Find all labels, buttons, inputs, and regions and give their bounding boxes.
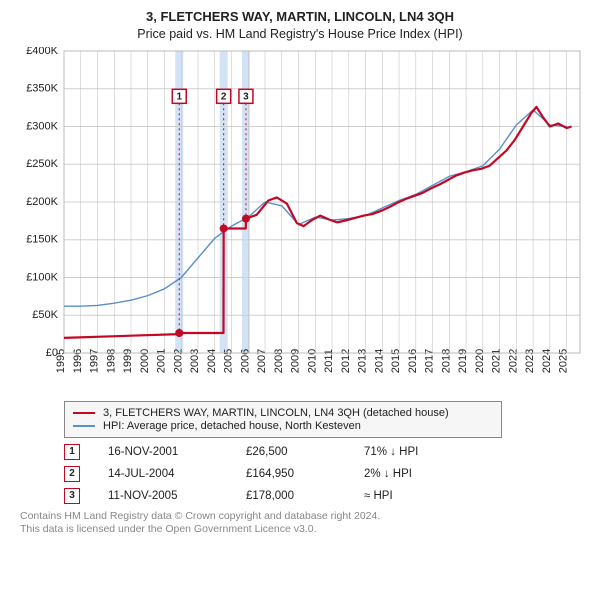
x-tick-label: 1995 [55,348,67,372]
sale-vs-hpi: 71% ↓ HPI [364,446,418,458]
y-tick-label: £350K [26,82,58,94]
x-tick-label: 2023 [524,348,536,372]
sale-dot [175,329,183,337]
legend-label: HPI: Average price, detached house, Nort… [103,420,361,432]
series-price_paid [64,106,572,337]
sale-dot [220,224,228,232]
x-tick-label: 2000 [139,348,151,372]
x-tick-label: 2010 [306,348,318,372]
x-tick-label: 2003 [189,348,201,372]
x-tick-label: 2017 [424,348,436,372]
x-tick-label: 2016 [407,348,419,372]
attribution: Contains HM Land Registry data © Crown c… [20,510,590,537]
y-tick-label: £300K [26,120,58,132]
sale-vs-hpi: ≈ HPI [364,490,393,502]
sale-dot [242,214,250,222]
page-subtitle: Price paid vs. HM Land Registry's House … [10,27,590,41]
sale-row: 3 11-NOV-2005 £178,000 ≈ HPI [64,488,590,504]
x-tick-label: 2015 [390,348,402,372]
y-tick-label: £250K [26,158,58,170]
sale-row: 2 14-JUL-2004 £164,950 2% ↓ HPI [64,466,590,482]
x-tick-label: 2012 [340,348,352,372]
legend-item: HPI: Average price, detached house, Nort… [73,420,493,432]
sale-marker: 1 [64,444,80,460]
x-tick-label: 2024 [541,348,553,372]
x-tick-label: 2005 [223,348,235,372]
x-tick-label: 2021 [491,348,503,372]
sale-date: 11-NOV-2005 [108,490,218,502]
x-tick-label: 2008 [273,348,285,372]
sale-marker-num: 3 [243,91,249,102]
x-tick-label: 2022 [507,348,519,372]
sale-marker-num: 2 [221,91,227,102]
legend-swatch [73,412,95,414]
x-tick-label: 2019 [457,348,469,372]
sale-row: 1 16-NOV-2001 £26,500 71% ↓ HPI [64,444,590,460]
sale-price: £178,000 [246,490,336,502]
price-chart: £0£50K£100K£150K£200K£250K£300K£350K£400… [10,47,590,395]
y-tick-label: £400K [26,47,58,57]
x-tick-label: 2020 [474,348,486,372]
attribution-line: Contains HM Land Registry data © Crown c… [20,510,590,524]
x-tick-label: 2014 [373,348,385,372]
x-tick-label: 2025 [558,348,570,372]
x-tick-label: 2006 [239,348,251,372]
sale-price: £164,950 [246,468,336,480]
sale-marker: 2 [64,466,80,482]
sale-date: 16-NOV-2001 [108,446,218,458]
y-tick-label: £100K [26,271,58,283]
x-tick-label: 2018 [440,348,452,372]
x-tick-label: 1999 [122,348,134,372]
x-tick-label: 2007 [256,348,268,372]
legend-item: 3, FLETCHERS WAY, MARTIN, LINCOLN, LN4 3… [73,407,493,419]
y-tick-label: £50K [32,309,58,321]
attribution-line: This data is licensed under the Open Gov… [20,523,590,537]
sale-marker: 3 [64,488,80,504]
x-tick-label: 2002 [172,348,184,372]
x-tick-label: 1997 [89,348,101,372]
chart-svg: £0£50K£100K£150K£200K£250K£300K£350K£400… [10,47,590,395]
y-tick-label: £200K [26,195,58,207]
legend-label: 3, FLETCHERS WAY, MARTIN, LINCOLN, LN4 3… [103,407,449,419]
page-title: 3, FLETCHERS WAY, MARTIN, LINCOLN, LN4 3… [10,8,590,26]
legend-swatch [73,425,95,427]
x-tick-label: 1996 [72,348,84,372]
y-tick-label: £150K [26,233,58,245]
x-tick-label: 2004 [206,348,218,372]
x-tick-label: 2009 [290,348,302,372]
legend: 3, FLETCHERS WAY, MARTIN, LINCOLN, LN4 3… [64,401,502,438]
page: 3, FLETCHERS WAY, MARTIN, LINCOLN, LN4 3… [0,0,600,590]
x-tick-label: 2013 [357,348,369,372]
sales-table: 1 16-NOV-2001 £26,500 71% ↓ HPI 2 14-JUL-2004… [64,444,590,504]
sale-price: £26,500 [246,446,336,458]
sale-marker-num: 1 [176,91,182,102]
x-tick-label: 2001 [156,348,168,372]
sale-date: 14-JUL-2004 [108,468,218,480]
sale-vs-hpi: 2% ↓ HPI [364,468,412,480]
x-tick-label: 1998 [105,348,117,372]
